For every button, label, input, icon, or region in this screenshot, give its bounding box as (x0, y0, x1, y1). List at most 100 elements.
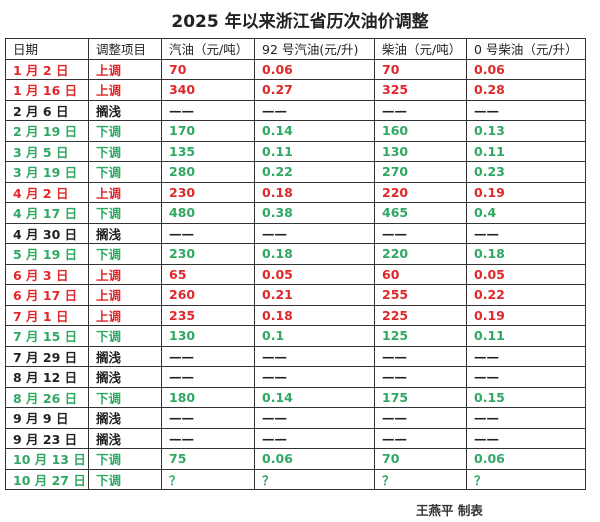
cell-diesel0-liter: 0.11 (466, 325, 586, 347)
cell-diesel0-liter: 0.13 (466, 120, 586, 142)
cell-gasoline92-liter: 0.06 (254, 58, 375, 80)
cell-diesel0-liter: 0.06 (466, 58, 586, 80)
cell-gasoline92-liter: 0.18 (254, 243, 375, 265)
table-row: 5 月 19 日下调 230 0.18 220 0.18 (5, 243, 586, 265)
cell-gasoline92-liter: 0.05 (254, 263, 375, 285)
cell-diesel0-liter: 0.22 (466, 284, 586, 306)
table-row: 6 月 3 日上调 65 0.05 60 0.05 (5, 263, 586, 285)
cell-gasoline92-liter: 0.1 (254, 325, 375, 347)
cell-date: 3 月 19 日 (5, 161, 89, 183)
cell-diesel-ton: ？ (374, 468, 467, 490)
cell-adjustment: 下调 (88, 448, 162, 470)
cell-diesel0-liter: 0.06 (466, 448, 586, 470)
cell-diesel0-liter: 0.28 (466, 79, 586, 101)
cell-gasoline-ton: 260 (161, 284, 255, 306)
cell-adjustment: 搁浅 (88, 407, 162, 429)
cell-diesel-ton: 225 (374, 304, 467, 326)
cell-diesel-ton: —— (374, 407, 467, 429)
cell-diesel-ton: —— (374, 222, 467, 244)
cell-diesel-ton: 125 (374, 325, 467, 347)
cell-diesel-ton: 175 (374, 386, 467, 408)
cell-diesel0-liter: —— (466, 222, 586, 244)
cell-adjustment: 上调 (88, 58, 162, 80)
cell-gasoline92-liter: —— (254, 345, 375, 367)
cell-diesel0-liter: 0.4 (466, 202, 586, 224)
cell-date: 4 月 2 日 (5, 181, 89, 203)
cell-date: 10 月 13 日 (5, 448, 89, 470)
cell-adjustment: 上调 (88, 304, 162, 326)
cell-gasoline-ton: 70 (161, 58, 255, 80)
cell-gasoline-ton: 280 (161, 161, 255, 183)
cell-adjustment: 下调 (88, 140, 162, 162)
cell-diesel-ton: 220 (374, 181, 467, 203)
cell-diesel0-liter: —— (466, 407, 586, 429)
cell-adjustment: 下调 (88, 468, 162, 490)
cell-diesel-ton: 270 (374, 161, 467, 183)
cell-diesel-ton: —— (374, 345, 467, 367)
cell-date: 10 月 27 日 (5, 468, 89, 490)
cell-adjustment: 下调 (88, 161, 162, 183)
table-row: 10 月 13 日下调 75 0.06 70 0.06 (5, 448, 586, 470)
cell-diesel-ton: 325 (374, 79, 467, 101)
cell-diesel-ton: —— (374, 366, 467, 388)
cell-gasoline92-liter: —— (254, 366, 375, 388)
cell-diesel0-liter: —— (466, 345, 586, 367)
table-row: 4 月 2 日上调 230 0.18 220 0.19 (5, 181, 586, 203)
cell-diesel-ton: 220 (374, 243, 467, 265)
table-row: 1 月 16 日上调 340 0.27 325 0.28 (5, 79, 586, 101)
cell-gasoline-ton: —— (161, 407, 255, 429)
cell-gasoline-ton: 75 (161, 448, 255, 470)
cell-date: 8 月 12 日 (5, 366, 89, 388)
header-row: 日期 调整项目 汽油（元/吨） 92 号汽油(元/升) 柴油（元/吨） 0 号柴… (5, 38, 586, 60)
cell-adjustment: 下调 (88, 202, 162, 224)
cell-diesel0-liter: 0.23 (466, 161, 586, 183)
cell-date: 1 月 2 日 (5, 58, 89, 80)
cell-gasoline92-liter: 0.14 (254, 386, 375, 408)
cell-gasoline92-liter: 0.11 (254, 140, 375, 162)
cell-gasoline92-liter: 0.21 (254, 284, 375, 306)
cell-gasoline92-liter: 0.38 (254, 202, 375, 224)
table-row: 8 月 26 日下调 180 0.14 175 0.15 (5, 386, 586, 408)
table-row: 3 月 19 日下调 280 0.22 270 0.23 (5, 161, 586, 183)
cell-adjustment: 下调 (88, 243, 162, 265)
cell-diesel0-liter: ？ (466, 468, 586, 490)
table-row: 10 月 27 日下调？？？？ (5, 468, 586, 490)
table-row: 2 月 6 日搁浅 —— —— —— —— (5, 99, 586, 121)
cell-date: 9 月 23 日 (5, 427, 89, 449)
cell-adjustment: 搁浅 (88, 222, 162, 244)
cell-gasoline-ton: 130 (161, 325, 255, 347)
cell-diesel0-liter: 0.19 (466, 181, 586, 203)
cell-diesel0-liter: 0.11 (466, 140, 586, 162)
cell-adjustment: 搁浅 (88, 427, 162, 449)
cell-date: 3 月 5 日 (5, 140, 89, 162)
cell-diesel0-liter: —— (466, 366, 586, 388)
cell-gasoline-ton: 480 (161, 202, 255, 224)
cell-diesel-ton: 60 (374, 263, 467, 285)
cell-date: 2 月 6 日 (5, 99, 89, 121)
signature: 王燕平 制表 (416, 503, 483, 518)
cell-gasoline92-liter: 0.14 (254, 120, 375, 142)
cell-diesel0-liter: 0.18 (466, 243, 586, 265)
header-date: 日期 (5, 38, 89, 60)
table-row: 1 月 2 日上调 70 0.06 70 0.06 (5, 58, 586, 80)
cell-gasoline92-liter: 0.27 (254, 79, 375, 101)
cell-gasoline92-liter: ？ (254, 468, 375, 490)
cell-gasoline92-liter: 0.06 (254, 448, 375, 470)
cell-date: 7 月 29 日 (5, 345, 89, 367)
cell-diesel-ton: 255 (374, 284, 467, 306)
table-row: 8 月 12 日搁浅 —— —— —— —— (5, 366, 586, 388)
cell-gasoline92-liter: —— (254, 99, 375, 121)
cell-gasoline-ton: 170 (161, 120, 255, 142)
cell-gasoline92-liter: —— (254, 222, 375, 244)
cell-gasoline-ton: —— (161, 345, 255, 367)
cell-gasoline-ton: —— (161, 366, 255, 388)
table-row: 4 月 30 日搁浅 —— —— —— —— (5, 222, 586, 244)
cell-gasoline-ton: —— (161, 222, 255, 244)
cell-gasoline-ton: —— (161, 427, 255, 449)
cell-diesel0-liter: —— (466, 427, 586, 449)
cell-gasoline-ton: 180 (161, 386, 255, 408)
cell-date: 7 月 1 日 (5, 304, 89, 326)
table-row: 7 月 1 日上调 235 0.18 225 0.19 (5, 304, 586, 326)
cell-date: 4 月 17 日 (5, 202, 89, 224)
cell-gasoline92-liter: —— (254, 407, 375, 429)
